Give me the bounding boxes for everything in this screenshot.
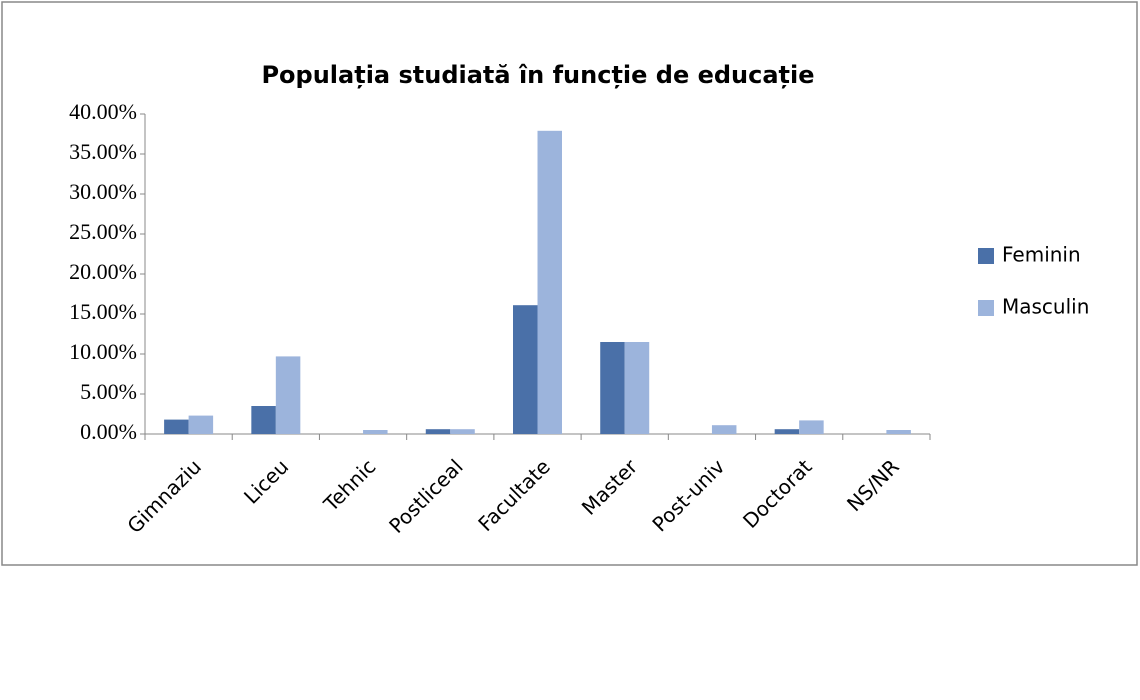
bar bbox=[275, 356, 301, 434]
chart-title: Populația studiată în funcție de educați… bbox=[261, 61, 814, 89]
bar bbox=[363, 430, 388, 434]
legend-swatch bbox=[978, 300, 994, 316]
y-tick-label: 30.00% bbox=[69, 179, 137, 204]
bar bbox=[425, 429, 451, 434]
bar bbox=[624, 342, 650, 434]
legend-swatch bbox=[978, 248, 994, 264]
y-tick-label: 5.00% bbox=[80, 379, 137, 404]
y-tick-label: 0.00% bbox=[80, 419, 137, 444]
chart-frame bbox=[1, 1, 1138, 566]
y-tick-label: 20.00% bbox=[69, 259, 137, 284]
bar bbox=[251, 406, 276, 434]
bar bbox=[711, 425, 737, 434]
legend-label: Masculin bbox=[1002, 295, 1089, 319]
y-tick-label: 15.00% bbox=[69, 299, 137, 324]
bar bbox=[886, 430, 911, 434]
bar bbox=[774, 429, 800, 434]
bar bbox=[450, 429, 475, 434]
bar bbox=[537, 130, 562, 435]
bar bbox=[188, 415, 214, 434]
bar bbox=[164, 419, 189, 434]
y-tick-label: 25.00% bbox=[69, 219, 137, 244]
bar bbox=[799, 420, 824, 434]
legend-label: Feminin bbox=[1002, 243, 1081, 267]
bar bbox=[600, 342, 625, 434]
y-tick-label: 40.00% bbox=[69, 99, 137, 124]
y-tick-label: 35.00% bbox=[69, 139, 137, 164]
bar bbox=[513, 305, 538, 434]
y-tick-label: 10.00% bbox=[69, 339, 137, 364]
